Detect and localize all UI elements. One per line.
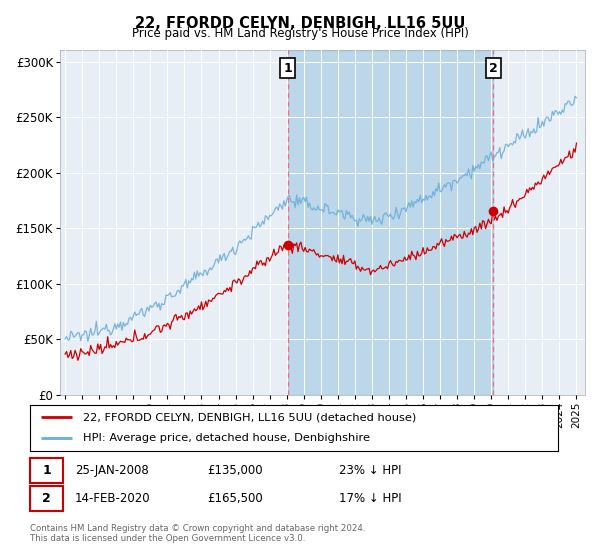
Text: 22, FFORDD CELYN, DENBIGH, LL16 5UU (detached house): 22, FFORDD CELYN, DENBIGH, LL16 5UU (det… bbox=[83, 412, 416, 422]
Text: 1: 1 bbox=[42, 464, 51, 477]
Text: 23% ↓ HPI: 23% ↓ HPI bbox=[339, 464, 401, 477]
Text: 14-FEB-2020: 14-FEB-2020 bbox=[75, 492, 151, 506]
Text: £165,500: £165,500 bbox=[207, 492, 263, 506]
Text: 2: 2 bbox=[489, 62, 497, 74]
Bar bbox=[288, 50, 493, 395]
Text: 1: 1 bbox=[284, 62, 292, 74]
Text: Price paid vs. HM Land Registry's House Price Index (HPI): Price paid vs. HM Land Registry's House … bbox=[131, 27, 469, 40]
Text: 2: 2 bbox=[42, 492, 51, 505]
Text: 17% ↓ HPI: 17% ↓ HPI bbox=[339, 492, 401, 506]
Text: 25-JAN-2008: 25-JAN-2008 bbox=[75, 464, 149, 477]
Text: HPI: Average price, detached house, Denbighshire: HPI: Average price, detached house, Denb… bbox=[83, 433, 370, 444]
Text: £135,000: £135,000 bbox=[207, 464, 263, 477]
Text: Contains HM Land Registry data © Crown copyright and database right 2024.
This d: Contains HM Land Registry data © Crown c… bbox=[30, 524, 365, 543]
Text: 22, FFORDD CELYN, DENBIGH, LL16 5UU: 22, FFORDD CELYN, DENBIGH, LL16 5UU bbox=[135, 16, 465, 31]
